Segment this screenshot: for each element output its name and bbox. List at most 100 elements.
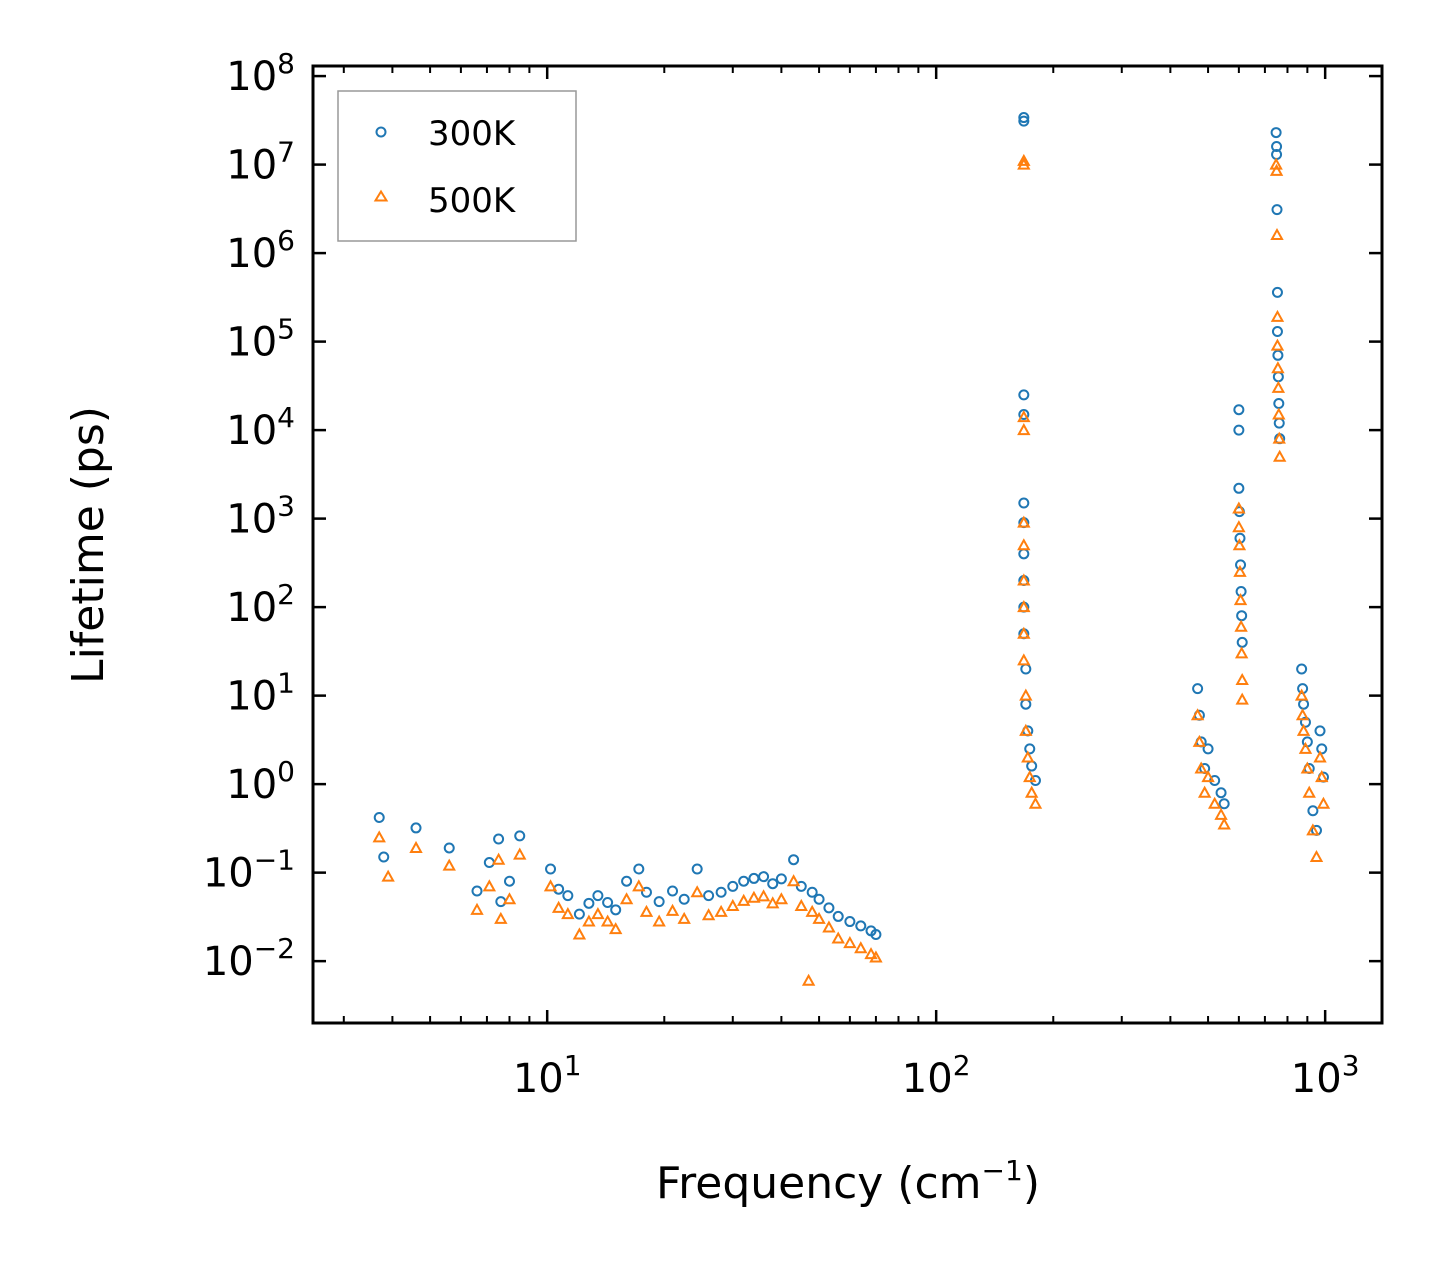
legend-marker-300k [375, 126, 387, 138]
point-300k [378, 851, 390, 863]
point-500k [747, 890, 761, 903]
point-500k [543, 879, 558, 892]
x-tick-label-exp: 2 [953, 1049, 971, 1082]
tick-labels: 101 102 10310−210−110010110210310410510610… [203, 47, 1360, 1102]
legend-box [337, 90, 577, 242]
y-tick-label-base: 10 [226, 143, 277, 189]
point-500k [381, 869, 395, 882]
point-300k [562, 890, 574, 902]
point-300k [1018, 548, 1030, 560]
point-300k [493, 833, 505, 845]
point-300k [1272, 349, 1284, 361]
point-300k [1271, 326, 1283, 338]
point-500k [690, 885, 704, 898]
point-500k [1207, 796, 1222, 809]
point-500k [1017, 410, 1031, 423]
point-500k [551, 900, 566, 913]
point-500k [1269, 163, 1284, 176]
point-300k [703, 890, 715, 902]
point-500k [1272, 431, 1286, 444]
point-300k [1018, 389, 1030, 401]
legend-label-300k: 300K [428, 114, 517, 154]
point-500k [1201, 770, 1215, 783]
y-tick-label: 108 [226, 47, 295, 100]
point-300k [1273, 417, 1285, 429]
point-300k [1273, 397, 1285, 409]
point-500k [822, 920, 836, 933]
point-500k [1017, 515, 1031, 528]
point-300k [1298, 698, 1310, 710]
point-500k [470, 902, 484, 915]
x-axis-label: Frequency (cm−1) [656, 1154, 1040, 1209]
point-500k [639, 904, 654, 917]
y-tick-label-exp: 3 [277, 490, 295, 523]
legend-marker-500k [373, 189, 389, 202]
point-300k [870, 928, 882, 940]
point-500k [409, 840, 423, 853]
point-300k [1018, 497, 1030, 509]
y-tick-label-exp: 1 [277, 667, 295, 700]
point-500k [1017, 153, 1031, 166]
point-500k [1234, 646, 1249, 659]
point-500k [1017, 538, 1031, 551]
point-500k [786, 874, 801, 887]
x-tick-label: 102 [902, 1049, 971, 1102]
point-300k [1024, 743, 1036, 755]
point-300k [545, 863, 557, 875]
point-300k [1018, 112, 1030, 124]
point-300k [602, 896, 614, 908]
point-300k [823, 902, 835, 914]
point-500k [1234, 619, 1248, 632]
y-tick-label: 104 [226, 401, 295, 454]
legend-label-500k: 500K [428, 181, 517, 221]
point-500k [1017, 626, 1031, 639]
point-500k [1294, 688, 1309, 701]
plot-frame [311, 64, 1384, 1025]
point-500k [1313, 750, 1327, 763]
point-300k [1020, 663, 1032, 675]
y-tick-label-exp: 5 [277, 313, 295, 346]
y-tick-label-base: 10 [203, 851, 254, 897]
point-500k [1019, 723, 1033, 736]
point-300k [653, 896, 665, 908]
point-300k [1218, 798, 1230, 810]
point-500k [442, 858, 456, 871]
point-500k [831, 931, 845, 944]
point-300k [727, 880, 739, 892]
point-500k [736, 893, 751, 906]
y-tick-label-base: 10 [226, 320, 277, 366]
point-300k [1233, 482, 1245, 494]
point-300k [1020, 698, 1032, 710]
point-300k [1026, 760, 1038, 772]
point-500k [1023, 770, 1037, 783]
x-tick-label-base: 10 [513, 1056, 564, 1102]
point-500k [1270, 227, 1284, 241]
point-500k [756, 889, 771, 902]
point-500k [665, 903, 680, 916]
x-axis-label-sup: −1 [982, 1154, 1023, 1187]
point-500k [1272, 449, 1287, 462]
y-tick-label-base: 10 [226, 497, 277, 543]
point-300k [443, 842, 455, 854]
point-300k [1233, 424, 1245, 436]
y-tick-label: 101 [226, 667, 295, 720]
point-300k [1314, 725, 1326, 737]
x-tick-label-base: 10 [902, 1056, 953, 1102]
point-500k [1217, 817, 1231, 830]
point-500k [1017, 423, 1031, 436]
series-500k [372, 153, 1331, 986]
point-300k [1270, 127, 1282, 139]
scatter-points [372, 112, 1331, 986]
point-500k [1270, 338, 1285, 351]
point-500k [482, 879, 497, 892]
point-300k [1272, 371, 1284, 383]
point-300k [844, 916, 856, 928]
point-500k [714, 904, 728, 917]
point-500k [1190, 708, 1205, 721]
point-500k [1214, 807, 1228, 820]
point-300k [503, 875, 515, 887]
x-tick-label: 101 [513, 1049, 582, 1102]
point-500k [1296, 723, 1311, 736]
point-500k [1017, 573, 1031, 586]
point-500k [805, 904, 819, 917]
